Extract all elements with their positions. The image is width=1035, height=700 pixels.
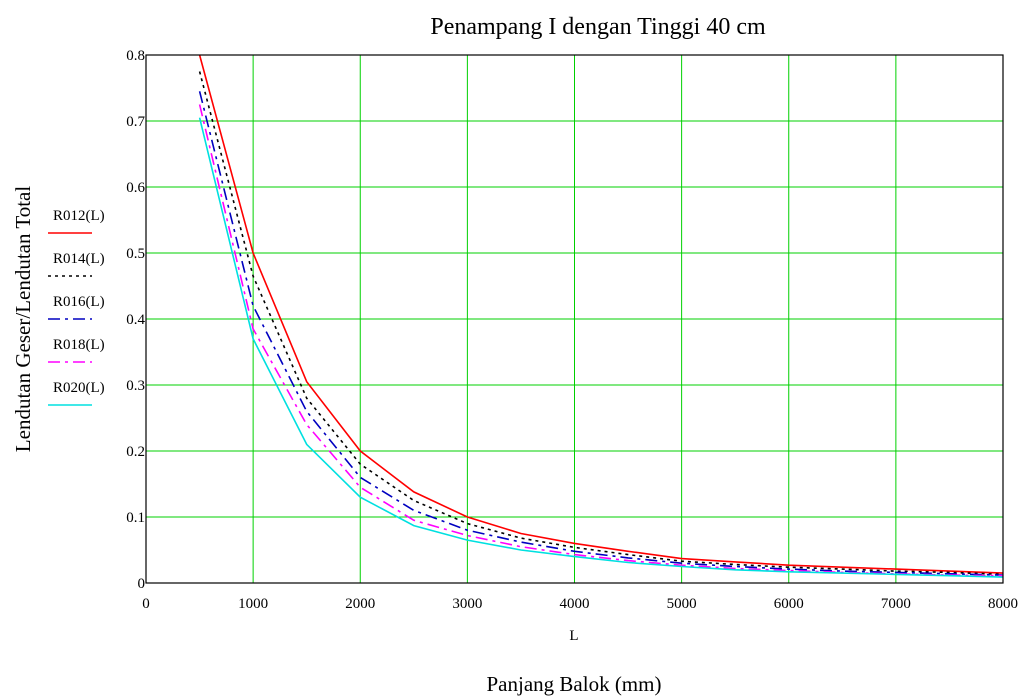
y-tick-label: 0.5	[126, 246, 145, 262]
x-tick-label: 0	[142, 596, 150, 612]
x-tick-label: 3000	[452, 596, 482, 612]
legend-label: R014(L)	[53, 251, 105, 267]
x-tick-label: 7000	[881, 596, 911, 612]
y-tick-label: 0.7	[126, 114, 145, 130]
y-tick-label: 0.6	[126, 180, 145, 196]
y-tick-label: 0.3	[126, 378, 145, 394]
x-axis-label: Panjang Balok (mm)	[487, 672, 662, 696]
y-tick-label: 0.1	[126, 510, 145, 526]
series-line-r020l	[198, 117, 1004, 578]
x-tick-label: 1000	[238, 596, 268, 612]
x-tick-label: 6000	[774, 596, 804, 612]
plot-frame	[145, 54, 1004, 584]
series-line-r014l	[198, 71, 1004, 576]
series-lines	[198, 54, 1004, 578]
series-line-r012l	[198, 54, 1004, 574]
legend-label: R012(L)	[53, 208, 105, 224]
chart-title: Penampang I dengan Tinggi 40 cm	[430, 14, 766, 40]
gridlines	[145, 54, 1004, 584]
legend-label: R020(L)	[53, 380, 105, 396]
y-tick-label: 0.4	[126, 312, 145, 328]
x-variable-label: L	[569, 628, 578, 644]
y-tick-label: 0.8	[126, 48, 145, 64]
x-tick-label: 2000	[345, 596, 375, 612]
y-tick-labels: 0 0.1 0.2 0.3 0.4 0.5 0.6 0.7 0.8	[126, 48, 145, 592]
x-tick-label: 8000	[988, 596, 1018, 612]
y-tick-label: 0	[138, 576, 146, 592]
x-tick-labels: 0 1000 2000 3000 4000 5000 6000 7000 8000	[142, 596, 1018, 612]
x-tick-label: 5000	[667, 596, 697, 612]
x-tick-label: 4000	[560, 596, 590, 612]
y-axis-label: Lendutan Geser/Lendutan Total	[11, 186, 35, 453]
y-tick-label: 0.2	[126, 444, 145, 460]
series-line-r016l	[198, 91, 1004, 576]
legend: R012(L) R014(L) R016(L) R018(L) R020(L)	[48, 208, 105, 406]
series-line-r018l	[198, 104, 1004, 577]
legend-label: R016(L)	[53, 294, 105, 310]
legend-label: R018(L)	[53, 337, 105, 353]
